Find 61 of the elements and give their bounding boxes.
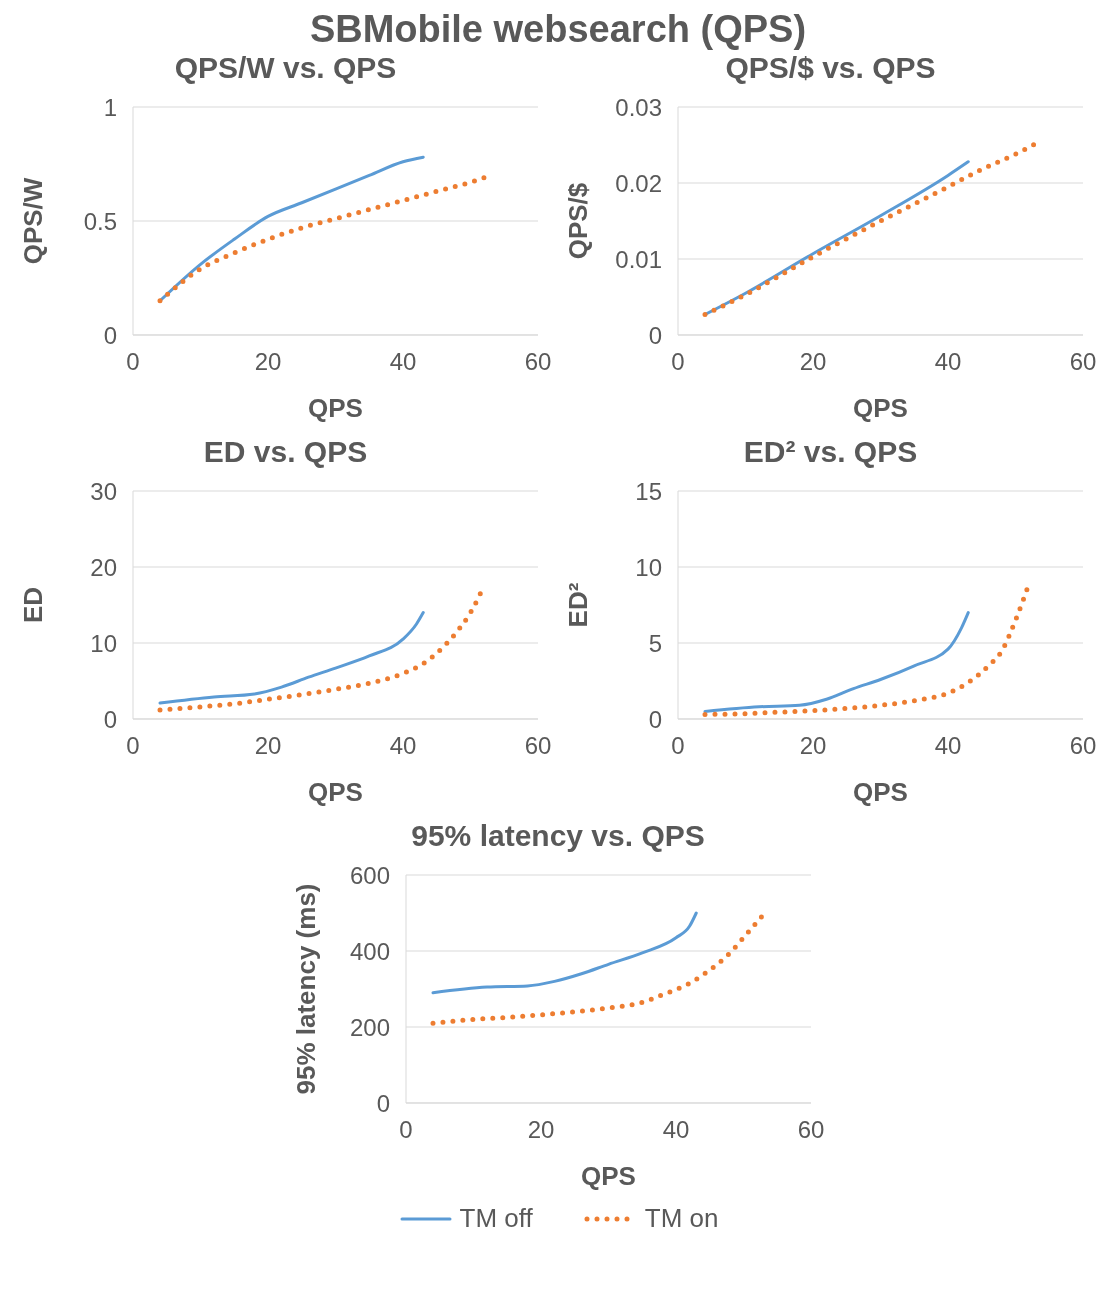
y-tick-label: 10 xyxy=(90,629,117,657)
x-tick-label: 60 xyxy=(1069,732,1097,760)
x-tick-label: 60 xyxy=(797,1116,824,1144)
x-tick-label: 40 xyxy=(934,732,962,760)
y-tick-label: 0.03 xyxy=(615,93,662,121)
line-series xyxy=(703,611,970,713)
y-tick-label: 0.01 xyxy=(615,245,662,273)
chart-title: ED vs. QPS xyxy=(202,435,369,469)
y-tick-label: 0 xyxy=(648,705,662,733)
x-tick-label: 0 xyxy=(126,732,140,760)
x-tick-label: 0 xyxy=(671,732,685,760)
chart-title: QPS/$ vs. QPS xyxy=(724,51,937,85)
x-tick-label: 20 xyxy=(527,1116,554,1144)
x-tick-label: 20 xyxy=(799,348,827,376)
y-tick-label: 0 xyxy=(103,321,117,349)
x-tick-label: 20 xyxy=(254,732,282,760)
x-axis-title: QPS xyxy=(308,393,363,423)
x-tick-label: 60 xyxy=(1069,348,1097,376)
y-tick-label: 0 xyxy=(103,705,117,733)
line-series xyxy=(158,611,425,705)
y-tick-label: 600 xyxy=(349,861,390,889)
y-tick-label: 20 xyxy=(90,553,117,581)
y-tick-label: 0.02 xyxy=(615,169,662,197)
x-tick-label: 20 xyxy=(254,348,282,376)
y-axis-title: QPS/W xyxy=(18,177,49,265)
text: SBMobile websearch (QPS) xyxy=(308,8,808,51)
x-tick-label: 60 xyxy=(524,348,552,376)
x-tick-label: 20 xyxy=(799,732,827,760)
x-tick-label: 40 xyxy=(389,348,417,376)
x-tick-label: 0 xyxy=(398,1116,413,1144)
y-tick-label: 30 xyxy=(90,477,117,505)
line-series xyxy=(431,911,698,995)
chart-title: ED² vs. QPS xyxy=(742,435,919,469)
y-tick-label: 0.5 xyxy=(83,207,117,235)
legend-label: TM on xyxy=(644,1203,719,1234)
y-tick-label: 0 xyxy=(376,1089,390,1117)
y-tick-label: 10 xyxy=(635,553,662,581)
y-tick-label: 400 xyxy=(349,937,390,965)
x-axis-title: QPS xyxy=(853,393,908,423)
x-axis-title: QPS xyxy=(853,777,908,807)
line-series xyxy=(158,155,425,303)
x-tick-label: 40 xyxy=(934,348,962,376)
legend-label: TM off xyxy=(459,1203,533,1234)
y-axis-title: ED xyxy=(18,586,49,624)
chart-title: 95% latency vs. QPS xyxy=(410,819,706,853)
x-axis-title: QPS xyxy=(308,777,363,807)
y-axis-title: ED² xyxy=(563,582,594,628)
y-tick-label: 1 xyxy=(103,93,117,121)
y-tick-label: 5 xyxy=(648,629,662,657)
x-axis-title: QPS xyxy=(580,1161,636,1191)
y-axis-title: QPS/$ xyxy=(563,182,594,260)
chart-title: QPS/W vs. QPS xyxy=(173,51,398,85)
x-tick-label: 0 xyxy=(671,348,685,376)
x-tick-label: 40 xyxy=(389,732,417,760)
y-tick-label: 0 xyxy=(648,321,662,349)
y-tick-label: 15 xyxy=(635,477,662,505)
y-axis-title: 95% latency (ms) xyxy=(290,883,321,1095)
y-tick-label: 200 xyxy=(349,1013,390,1041)
x-tick-label: 0 xyxy=(126,348,140,376)
x-tick-label: 40 xyxy=(662,1116,689,1144)
x-tick-label: 60 xyxy=(524,732,552,760)
